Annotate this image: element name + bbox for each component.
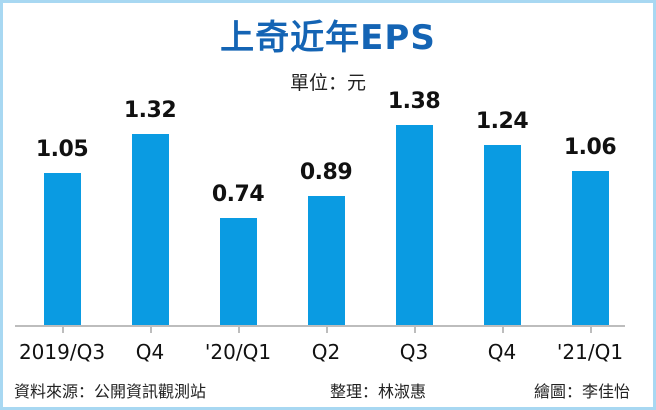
x-axis: [15, 325, 625, 327]
unit-label: 單位：元: [289, 72, 366, 94]
x-tick: [326, 327, 328, 333]
x-tick-label: Q4: [135, 340, 165, 364]
value-label: 0.74: [211, 182, 265, 207]
x-tick-label: Q2: [311, 340, 341, 364]
chart-title: 上奇近年EPS: [220, 18, 436, 58]
x-tick: [62, 327, 64, 333]
bar-0: [44, 173, 81, 325]
x-tick: [238, 327, 240, 333]
value-label: 1.38: [387, 89, 441, 114]
x-tick: [590, 327, 592, 333]
x-tick: [150, 327, 152, 333]
value-label: 1.24: [475, 109, 529, 134]
value-label: 1.05: [35, 137, 89, 162]
x-tick-label: Q3: [399, 340, 429, 364]
value-label: 1.32: [123, 98, 177, 123]
bar-6: [572, 171, 609, 325]
x-tick-label: '20/Q1: [204, 340, 272, 364]
x-tick: [414, 327, 416, 333]
bar-4: [396, 125, 433, 325]
bar-3: [308, 196, 345, 325]
illustrator-note: 繪圖：李佳怡: [534, 382, 631, 401]
x-tick-label: '21/Q1: [556, 340, 624, 364]
x-tick-label: Q4: [487, 340, 517, 364]
value-label: 0.89: [299, 160, 353, 185]
bar-2: [220, 218, 257, 325]
source-note: 資料來源：公開資訊觀測站: [14, 382, 207, 401]
value-label: 1.06: [563, 135, 617, 160]
x-tick-label: 2019/Q3: [18, 340, 106, 364]
x-tick: [502, 327, 504, 333]
editor-note: 整理：林淑惠: [330, 382, 427, 401]
bar-5: [484, 145, 521, 325]
bar-1: [132, 134, 169, 325]
